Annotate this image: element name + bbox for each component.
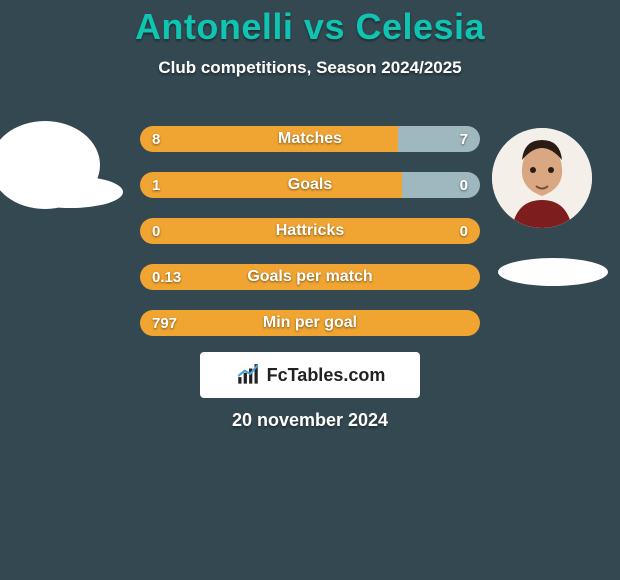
stat-bar-right: [402, 172, 480, 198]
stat-bar-right: [398, 126, 480, 152]
stat-bar-left: [140, 218, 480, 244]
celesia-club-badge: [498, 258, 608, 286]
date-label: 20 november 2024: [0, 410, 620, 431]
fctables-logo[interactable]: FcTables.com: [200, 352, 420, 398]
bar-chart-icon: [235, 362, 261, 388]
celesia-avatar: [492, 128, 592, 228]
stat-row: Goals per match0.13: [140, 264, 480, 290]
stat-row: Goals10: [140, 172, 480, 198]
subtitle: Club competitions, Season 2024/2025: [0, 58, 620, 78]
stat-row: Hattricks00: [140, 218, 480, 244]
page-title: Antonelli vs Celesia: [0, 0, 620, 48]
stat-bar-left: [140, 310, 480, 336]
antonelli-club-badge: [18, 176, 123, 208]
celesia-face-icon: [492, 128, 592, 228]
stat-row: Matches87: [140, 126, 480, 152]
stat-bar-left: [140, 126, 398, 152]
stat-bar-left: [140, 264, 480, 290]
stat-bar-left: [140, 172, 402, 198]
logo-text: FcTables.com: [267, 365, 386, 386]
stat-row: Min per goal797: [140, 310, 480, 336]
stats-bars: Matches87 Goals10 Hattricks00 Goals per mat…: [140, 126, 480, 356]
